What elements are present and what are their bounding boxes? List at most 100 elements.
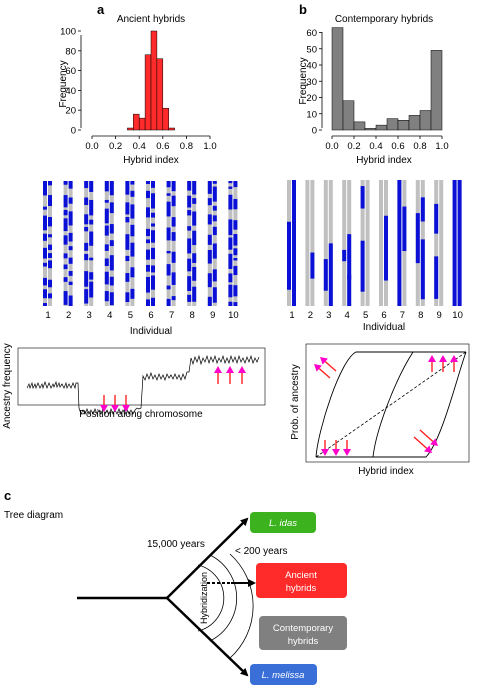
- x-tick-label: 0.8: [180, 141, 193, 152]
- ancestry-block: [89, 199, 94, 216]
- x-tick-label: 0.6: [156, 141, 169, 152]
- x-tick-label: 0.0: [85, 141, 98, 152]
- ancestry-block: [233, 234, 238, 246]
- ancestry-block: [89, 272, 94, 280]
- ancestry-block: [233, 265, 238, 276]
- ancestry-block: [187, 276, 192, 291]
- individual-label: 1: [289, 310, 294, 321]
- ancestry-block: [104, 208, 109, 224]
- label-15000-years: 15,000 years: [147, 539, 205, 550]
- up-arrow-group: [214, 366, 246, 384]
- cline-arrow: [428, 355, 436, 372]
- ancestry-block: [212, 269, 217, 282]
- neutral-diagonal: [315, 351, 467, 458]
- ancestry-block: [233, 302, 238, 306]
- chromosome-strand: [342, 180, 347, 306]
- ancestry-block: [207, 273, 212, 288]
- chromosome-strand: [379, 180, 383, 306]
- ancestry-block: [43, 215, 47, 231]
- ancestry-block: [84, 197, 89, 206]
- up-arrow: [214, 366, 222, 384]
- ancestry-block: [104, 271, 109, 285]
- strand-background: [310, 180, 315, 306]
- chromosome-strand: [212, 181, 217, 306]
- chromosome-strand: [146, 181, 150, 306]
- chromosome-strand: [384, 180, 388, 306]
- x-tick-label: 0.8: [413, 141, 426, 152]
- panel-label-b: b: [299, 2, 307, 17]
- y-axis-label: Ancestry frequency: [2, 343, 13, 429]
- ancestry-block: [84, 214, 89, 225]
- ancestry-block: [192, 181, 197, 195]
- ancestry-block: [342, 249, 347, 262]
- ancestry-block: [457, 180, 462, 306]
- ancestry-block: [130, 242, 135, 257]
- ancestry-block: [146, 190, 150, 199]
- cline-arrow: [343, 440, 351, 456]
- cline-arrow-group: [314, 355, 458, 456]
- individual-label: 2: [308, 310, 313, 321]
- cline-curve-mid: [372, 351, 414, 458]
- ancestry-block: [212, 243, 217, 259]
- chromosome-strand: [89, 181, 94, 306]
- ancestry-block: [48, 244, 52, 251]
- idas-label: L. idas: [269, 518, 297, 529]
- ancestry-block: [192, 286, 197, 302]
- individual-label: 6: [148, 310, 153, 321]
- x-axis-label: Position along chromosome: [79, 409, 203, 420]
- plot-frame: [305, 343, 470, 463]
- ancestry-block: [310, 252, 315, 279]
- ancestry-block: [228, 301, 233, 306]
- ancestry-block: [109, 202, 114, 214]
- ancestry-block: [151, 275, 155, 290]
- hybridization-arc-inner: [229, 553, 254, 659]
- individual-label: 7: [169, 310, 174, 321]
- histogram-bar: [138, 117, 146, 131]
- ancestry-block: [89, 257, 94, 261]
- individual-label: 3: [87, 310, 92, 321]
- ancestry-block: [43, 206, 47, 210]
- chromosome-strand: [452, 180, 457, 306]
- ancestry-block: [187, 238, 192, 254]
- ancestry-block: [146, 249, 150, 260]
- individual-label: 7: [400, 310, 405, 321]
- ancestry-block: [171, 181, 176, 192]
- histogram-bar: [133, 113, 140, 131]
- ancestry-block: [68, 295, 73, 306]
- chromosome-strand: [84, 181, 89, 306]
- ancestry-block: [63, 253, 68, 259]
- ancestry-block: [125, 181, 130, 195]
- chromosome-strand: [292, 180, 296, 306]
- histogram-bar: [162, 107, 169, 131]
- ancestry-block: [43, 303, 47, 306]
- strand-background: [328, 180, 333, 306]
- histogram-bar: [353, 121, 366, 131]
- chromosome-strand: [192, 181, 197, 306]
- ancestry-block: [151, 265, 155, 273]
- ancestry-block: [104, 181, 109, 192]
- y-tick-label: 50: [306, 44, 317, 55]
- y-tick-label: 30: [306, 77, 317, 88]
- chart-title-ancient: Ancient hybrids: [117, 14, 185, 25]
- ancestry-block: [104, 244, 109, 251]
- ancestry-block: [207, 249, 212, 264]
- histogram-bar: [156, 58, 164, 131]
- chromosome-strand: [125, 181, 130, 306]
- ancestry-block: [228, 181, 233, 184]
- panel-label-a: a: [97, 2, 105, 17]
- chromosome-strand: [43, 181, 47, 306]
- strand-background: [68, 181, 73, 306]
- strand-background: [171, 181, 176, 306]
- ancestry-block: [434, 203, 439, 234]
- ancestry-block: [43, 181, 47, 196]
- strand-background: [43, 181, 47, 306]
- histogram-bar: [375, 124, 388, 131]
- contemporary-chromosome-columns: [287, 180, 462, 306]
- ancestry-block: [187, 181, 192, 191]
- ancestry-block: [233, 258, 238, 261]
- individual-label: 4: [107, 310, 112, 321]
- ancestry-block: [402, 206, 407, 252]
- chromosome-strand: [457, 180, 462, 306]
- individual-label: 8: [418, 310, 423, 321]
